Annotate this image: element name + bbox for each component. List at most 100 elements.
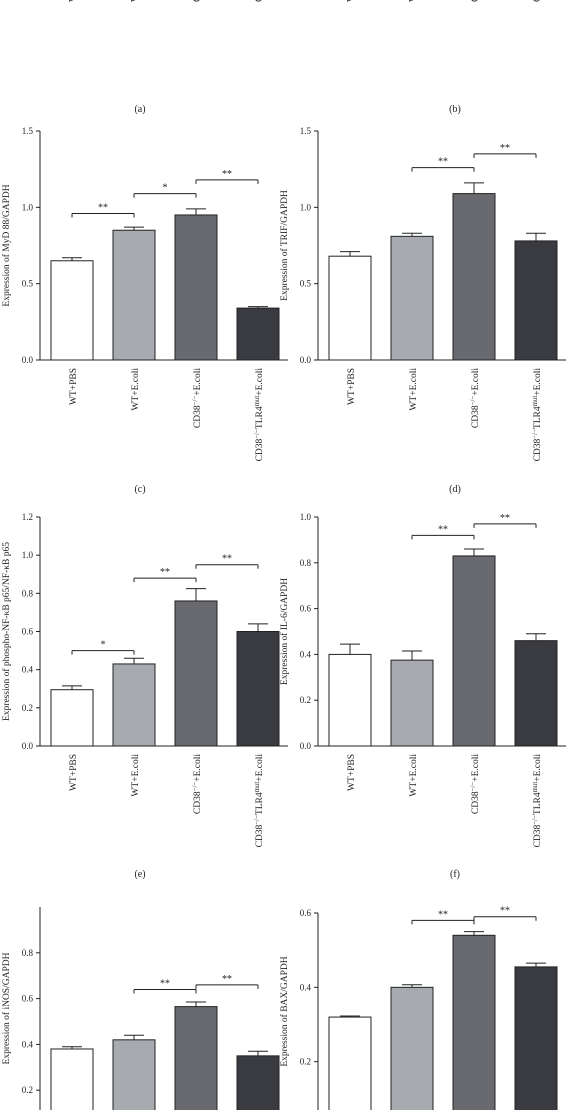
y-axis-label: Expression of IL-6/GAPDH	[279, 578, 290, 685]
y-axis-label: Expression of MyD 88/GAPDH	[1, 184, 12, 306]
y-tick-label: 0.2	[22, 1085, 33, 1095]
bar	[514, 240, 558, 361]
category-label: WT+PBS	[69, 368, 79, 405]
y-tick-label: 0.4	[22, 665, 34, 675]
significance-label: **	[160, 978, 170, 989]
bar	[328, 653, 372, 747]
category-label: WT+E. c	[130, 0, 141, 2]
bar	[452, 934, 496, 1110]
y-tick-label: 0.8	[22, 588, 34, 598]
chart-panel-4: 0.0 0.5 1.0 1.5 Expression of TRIF/GAPDH ** **…	[279, 126, 566, 495]
y-tick-label: 0.4	[300, 982, 312, 992]
significance-label: *	[163, 183, 168, 194]
bar	[514, 966, 558, 1110]
significance-label: **	[500, 143, 510, 154]
category-label: WT+PB	[346, 0, 357, 2]
category-label: CD38−/−+E.coli	[470, 368, 482, 428]
y-tick-label: 0.5	[300, 279, 312, 289]
bar	[112, 229, 156, 361]
category-label: CD38−/−TLR4mut+E.coli	[254, 368, 266, 462]
significance-label: **	[98, 202, 108, 213]
significance-label: **	[438, 157, 448, 168]
bar	[390, 986, 434, 1110]
bar	[514, 640, 558, 747]
chart-panel-6: 0.0 0.2 0.4 0.6 0.8 1.0 Expression of IL-6/GAP…	[279, 512, 566, 880]
y-tick-label: 1.0	[300, 512, 312, 522]
category-label: WT+E.coli	[409, 368, 419, 411]
bar	[174, 214, 218, 361]
category-label: CD38−/−+E.coli	[192, 754, 204, 814]
bar	[390, 659, 434, 747]
y-tick-label: 0.2	[300, 695, 311, 705]
bar	[452, 555, 496, 747]
y-tick-label: 0.8	[22, 948, 34, 958]
y-tick-label: 0.4	[22, 1039, 34, 1049]
y-tick-label: 0.6	[22, 994, 34, 1004]
y-tick-label: 0.0	[22, 741, 34, 751]
bar	[328, 255, 372, 361]
significance-label: **	[222, 974, 232, 985]
bar	[328, 1016, 372, 1110]
significance-label: *	[101, 640, 106, 651]
bar	[112, 1039, 156, 1110]
y-tick-label: 0.0	[300, 741, 312, 751]
panel-caption: (b)	[449, 104, 461, 115]
significance-label: **	[500, 906, 510, 917]
significance-label: **	[160, 567, 170, 578]
y-tick-label: 0.0	[22, 355, 34, 365]
y-tick-label: 1.0	[22, 202, 34, 212]
category-label: WT+E.co	[408, 0, 419, 2]
panel-caption: (c)	[134, 484, 145, 495]
significance-label: **	[438, 909, 448, 920]
category-label: CD38−/−+E. c	[190, 0, 203, 2]
panel-caption: (f)	[450, 869, 460, 880]
category-label: WT+E.coli	[131, 368, 141, 411]
bar	[236, 307, 280, 361]
y-tick-label: 1.2	[22, 512, 33, 522]
bar	[390, 235, 434, 361]
y-tick-label: 0.6	[22, 627, 34, 637]
y-tick-label: 0.2	[300, 1057, 311, 1067]
panel-caption: (d)	[449, 484, 461, 495]
chart-panel-2: WT+PB WT+E.co CD38−/−+E.co CD38−/−TLR4mut+E…	[346, 0, 543, 115]
category-label: CD38−/−TLR4mut+E.co	[530, 0, 543, 2]
chart-panel-1: WT+P WT+E. c CD38−/−+E. c CD38−/−TLR4mut+E.…	[68, 0, 265, 115]
y-tick-label: 0.6	[300, 908, 312, 918]
category-label: WT+E.coli	[131, 754, 141, 797]
category-label: CD38−/−TLR4mut+E.coli	[532, 368, 544, 462]
chart-panel-5: 0.0 0.2 0.4 0.6 0.8 1.0 1.2 Expression of phosp…	[1, 512, 288, 880]
chart-panel-7: 0.2 0.4 0.6 0.8 Expression of iNOS/GAPDH ** **	[1, 907, 280, 1110]
bar	[174, 600, 218, 747]
bar	[50, 260, 94, 361]
y-tick-label: 1.5	[22, 126, 34, 136]
panel-caption: (a)	[134, 104, 145, 115]
y-tick-label: 0.2	[22, 703, 33, 713]
y-tick-label: 1.5	[300, 126, 312, 136]
y-tick-label: 0.4	[300, 649, 312, 659]
bar	[174, 1006, 218, 1110]
y-tick-label: 1.0	[300, 202, 312, 212]
category-label: CD38−/−TLR4mut+E.coli	[532, 754, 544, 848]
significance-label: **	[500, 513, 510, 524]
category-label: CD38−/−+E.co	[468, 0, 481, 2]
chart-panel-8: 0.2 0.4 0.6 Expression of BAX/GAPDH ** **	[279, 906, 558, 1110]
category-label: CD38−/−+E.coli	[192, 368, 204, 428]
category-label: WT+P	[68, 0, 79, 2]
y-axis-label: Expression of TRIF/GAPDH	[279, 190, 290, 301]
y-tick-label: 0.6	[300, 604, 312, 614]
bar	[236, 631, 280, 747]
bar	[112, 663, 156, 747]
bar	[452, 193, 496, 361]
y-axis-label: Expression of BAX/GAPDH	[279, 956, 290, 1066]
y-tick-label: 1.0	[22, 550, 34, 560]
bar	[50, 1048, 94, 1110]
significance-label: **	[438, 524, 448, 535]
category-label: CD38−/−+E.coli	[470, 754, 482, 814]
significance-label: **	[222, 169, 232, 180]
category-label: WT+PBS	[69, 754, 79, 791]
bar	[236, 1055, 280, 1110]
y-axis-label: Expression of iNOS/GAPDH	[1, 952, 12, 1064]
y-tick-label: 0.0	[300, 355, 312, 365]
